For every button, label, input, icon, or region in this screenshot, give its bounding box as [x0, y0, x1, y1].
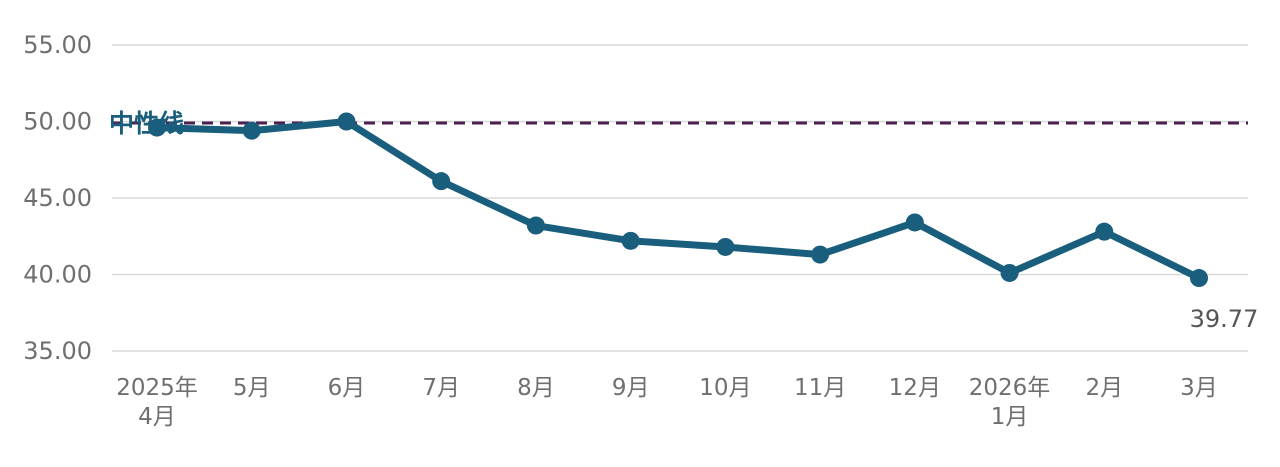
x-tick-label: 2月 [1085, 375, 1123, 401]
data-point [1190, 269, 1208, 288]
x-tick-label: 11月 [794, 375, 846, 401]
data-point [526, 216, 545, 235]
data-point [337, 112, 356, 131]
data-point [1000, 263, 1019, 282]
reference-label-group: 中性线 [109, 109, 184, 138]
data-point [621, 231, 640, 250]
x-tick-label: 8月 [517, 375, 555, 401]
x-tick-label: 2026年 1月 [969, 375, 1051, 430]
y-tick-label: 50.00 [23, 108, 92, 136]
y-axis-tick-labels: 35.00 40.00 45.00 50.00 55.00 [23, 31, 92, 365]
data-point [811, 245, 830, 264]
neutral-line-label: 中性线 [109, 109, 184, 138]
x-tick-label: 12月 [889, 375, 941, 401]
x-tick-label: 6月 [328, 375, 366, 401]
y-tick-label: 35.00 [23, 337, 92, 365]
data-point [716, 237, 735, 256]
data-point [242, 121, 261, 140]
y-tick-label: 40.00 [23, 261, 92, 289]
grid-lines [112, 44, 1248, 352]
data-point [905, 213, 924, 232]
y-tick-label: 55.00 [23, 31, 92, 59]
data-points [148, 112, 1208, 288]
x-tick-label: 10月 [699, 375, 751, 401]
x-tick-label: 7月 [422, 375, 460, 401]
x-tick-label: 2025年 4月 [116, 375, 198, 430]
data-point [148, 118, 166, 137]
x-tick-label: 3月 [1180, 375, 1218, 401]
x-axis-tick-labels: 2025年 4月 5月 6月 7月 8月 9月 10月 11月 12月 2026年 1月 2月 3月 [116, 375, 1218, 430]
x-tick-label: 9月 [612, 375, 650, 401]
data-labels: 39.77 [1190, 305, 1259, 333]
data-label: 39.77 [1190, 305, 1259, 333]
series-line [153, 118, 1203, 282]
data-point [1095, 222, 1114, 241]
series-group [153, 118, 1203, 282]
y-tick-label: 45.00 [23, 184, 92, 212]
x-tick-label: 5月 [233, 375, 271, 401]
data-point [432, 172, 451, 191]
